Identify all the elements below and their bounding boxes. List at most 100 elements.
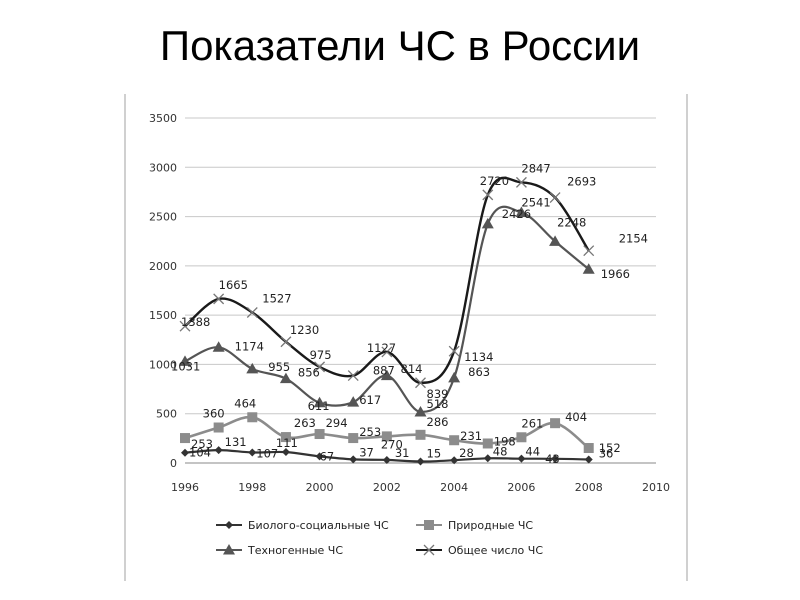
point-marker-total xyxy=(314,361,326,373)
point-marker-natural xyxy=(247,412,258,423)
data-label: 261 xyxy=(521,416,543,430)
x-tick-label: 2008 xyxy=(575,481,603,494)
legend-marker-bio xyxy=(225,521,233,529)
point-marker-bio xyxy=(483,454,492,463)
y-tick-label: 2000 xyxy=(149,260,177,273)
data-label: 1388 xyxy=(181,315,210,329)
legend-label: Биолого-социальные ЧС xyxy=(248,519,389,532)
point-marker-technogenic xyxy=(313,396,326,408)
data-label: 111 xyxy=(276,436,298,450)
point-marker-bio xyxy=(281,448,290,457)
data-label: 1966 xyxy=(601,267,630,281)
data-label: 48 xyxy=(493,444,508,458)
data-label: 2720 xyxy=(480,174,509,188)
data-label: 44 xyxy=(525,445,540,459)
data-label: 1174 xyxy=(235,339,264,353)
data-label: 611 xyxy=(308,399,330,413)
data-label: 2248 xyxy=(557,215,586,229)
x-tick-label: 2006 xyxy=(507,481,535,494)
line-chart: 0 500 1000 1500 2000 2500 3000 3500 1996 1998 2000… xyxy=(149,112,670,557)
point-marker-technogenic xyxy=(279,372,292,384)
legend-marker-natural xyxy=(424,520,434,530)
point-marker-bio xyxy=(181,448,189,457)
data-label: 231 xyxy=(460,429,482,443)
point-marker-natural xyxy=(482,438,493,449)
data-label: 2693 xyxy=(567,175,596,189)
point-marker-bio xyxy=(349,455,358,464)
point-marker-total xyxy=(246,307,258,318)
x-tick-label: 1998 xyxy=(238,481,266,494)
data-label: 1031 xyxy=(171,359,200,373)
data-label: 253 xyxy=(191,437,213,451)
point-marker-technogenic xyxy=(448,371,461,383)
legend-label: Техногенные ЧС xyxy=(247,544,343,557)
chart-frame: 0 500 1000 1500 2000 2500 3000 3500 1996 1998 2000… xyxy=(124,94,688,581)
y-tick-label: 2500 xyxy=(149,211,177,224)
data-label: 2426 xyxy=(502,207,531,221)
point-marker-natural xyxy=(314,429,325,440)
point-marker-technogenic xyxy=(515,206,528,218)
data-label: 294 xyxy=(326,416,348,430)
point-marker-technogenic xyxy=(582,263,595,274)
point-marker-total xyxy=(448,345,460,357)
data-label: 1230 xyxy=(290,323,319,337)
point-marker-bio xyxy=(214,446,223,455)
point-marker-natural xyxy=(180,433,190,444)
data-label: 856 xyxy=(298,366,320,380)
point-marker-total xyxy=(549,192,561,204)
point-marker-technogenic xyxy=(414,405,427,417)
data-label: 814 xyxy=(401,362,423,376)
y-tick-label: 1500 xyxy=(149,309,177,322)
point-marker-total xyxy=(280,336,292,348)
data-label: 1665 xyxy=(219,278,248,292)
data-label: 1527 xyxy=(262,291,291,305)
point-marker-total xyxy=(482,189,494,201)
point-marker-technogenic xyxy=(380,369,393,381)
point-marker-technogenic xyxy=(179,355,191,366)
data-label: 104 xyxy=(189,446,211,460)
y-tick-label: 500 xyxy=(156,408,177,421)
point-marker-total xyxy=(347,370,359,382)
data-label: 404 xyxy=(565,410,587,424)
point-marker-bio xyxy=(315,452,324,461)
x-tick-label: 2002 xyxy=(373,481,401,494)
point-marker-natural xyxy=(516,432,527,443)
data-label: 1127 xyxy=(367,341,396,355)
data-label: 2154 xyxy=(619,232,648,246)
data-label: 198 xyxy=(494,434,516,448)
point-marker-bio xyxy=(450,456,459,465)
point-marker-total xyxy=(415,377,426,389)
data-label: 131 xyxy=(225,435,247,449)
data-label: 2541 xyxy=(521,196,550,210)
y-tick-label: 3000 xyxy=(149,161,177,174)
data-label: 253 xyxy=(359,425,381,439)
point-marker-bio xyxy=(551,454,560,463)
point-marker-technogenic xyxy=(246,362,259,374)
data-label: 15 xyxy=(427,447,442,461)
data-label: 887 xyxy=(373,364,395,378)
data-label: 863 xyxy=(468,365,490,379)
data-label: 286 xyxy=(427,415,449,429)
point-marker-total xyxy=(179,320,191,332)
x-tick-label: 2000 xyxy=(306,481,334,494)
point-marker-technogenic xyxy=(549,235,562,246)
data-label: 43 xyxy=(545,452,560,466)
point-marker-natural xyxy=(348,433,359,444)
data-label: 37 xyxy=(359,445,374,459)
legend-marker-total xyxy=(423,544,435,556)
data-label: 975 xyxy=(310,348,332,362)
point-marker-total xyxy=(381,346,393,358)
data-label: 2847 xyxy=(521,161,550,175)
point-marker-technogenic xyxy=(347,396,360,407)
data-label: 464 xyxy=(234,396,256,410)
point-marker-bio xyxy=(517,454,526,463)
point-marker-bio xyxy=(248,448,257,457)
point-marker-natural xyxy=(449,435,460,446)
data-label: 31 xyxy=(395,446,410,460)
data-label: 67 xyxy=(320,449,335,463)
legend-label: Природные ЧС xyxy=(448,519,533,532)
y-tick-label: 0 xyxy=(170,457,177,470)
slide-title: Показатели ЧС в России xyxy=(159,22,641,69)
point-marker-technogenic xyxy=(481,217,494,229)
data-label: 617 xyxy=(359,393,381,407)
